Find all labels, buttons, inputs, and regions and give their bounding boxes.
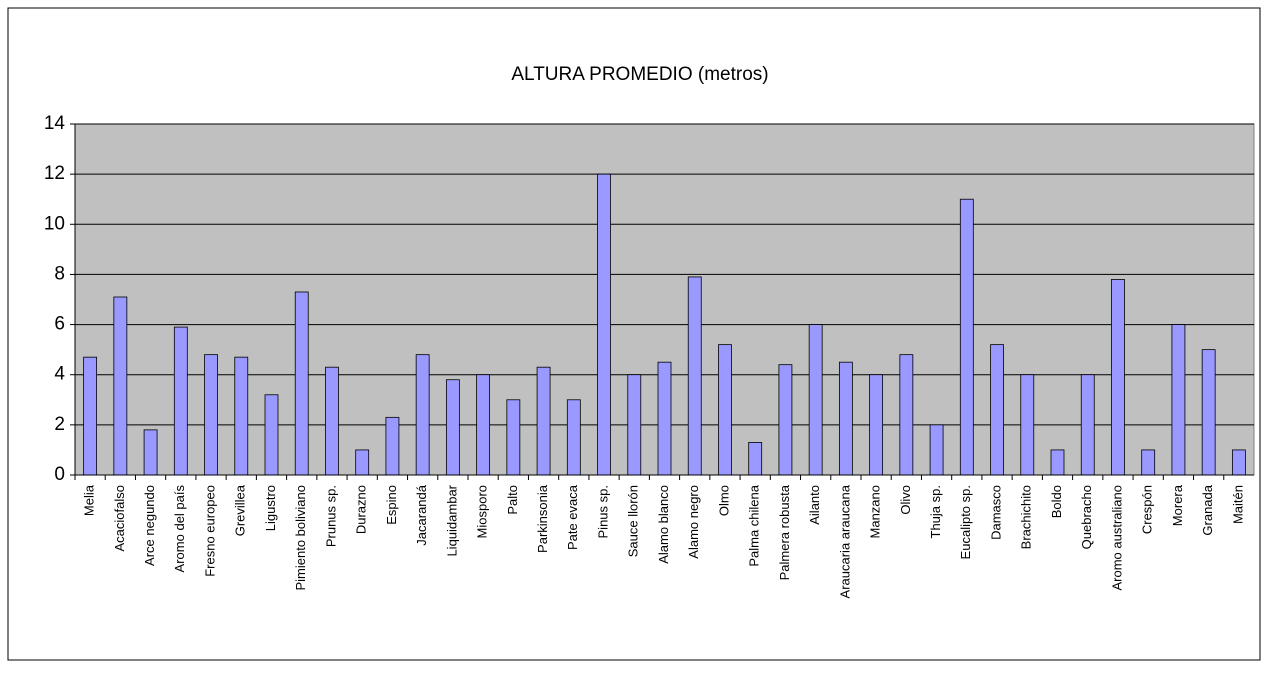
bar <box>597 173 611 476</box>
bar <box>476 374 491 476</box>
x-tick-label: Maitén <box>1230 485 1245 524</box>
x-tick-label: Prunus sp. <box>323 485 338 547</box>
y-tick-label: 10 <box>44 213 65 234</box>
bar <box>264 394 279 476</box>
x-tick-label: Alamo blanco <box>656 485 671 564</box>
bar <box>566 399 581 476</box>
x-tick-label: Jacarandá <box>414 484 429 545</box>
x-tick-label: Pinus sp. <box>595 485 610 538</box>
y-tick-label: 2 <box>54 414 65 435</box>
y-tick-label: 8 <box>54 263 65 284</box>
bar <box>325 366 339 476</box>
bar <box>627 374 642 476</box>
x-tick-label: Pimiento boliviano <box>293 485 308 591</box>
y-tick-label: 4 <box>54 364 65 385</box>
chart-title: ALTURA PROMEDIO (metros) <box>511 64 768 85</box>
x-tick-label: Liquidambar <box>444 484 459 556</box>
bar <box>869 374 884 476</box>
x-tick-label: Thuja sp. <box>928 485 943 538</box>
bar <box>657 361 672 476</box>
x-tick-label: Aromo australiano <box>1109 485 1124 591</box>
bar <box>808 324 823 476</box>
bar <box>204 354 218 476</box>
x-tick-label: Acaciofalso <box>112 485 127 551</box>
x-tick-label: Damasco <box>988 485 1003 540</box>
x-tick-label: Ligustro <box>263 485 278 531</box>
bar <box>1231 449 1246 476</box>
bar <box>929 424 944 476</box>
x-tick-label: Morera <box>1170 484 1185 526</box>
bar <box>506 399 521 476</box>
x-tick-label: Alamo negro <box>686 485 701 559</box>
bar <box>173 326 188 476</box>
bar <box>385 416 400 476</box>
x-tick-label: Melia <box>82 484 97 516</box>
bar <box>1201 349 1216 476</box>
bar <box>1050 449 1065 476</box>
x-tick-label: Granada <box>1200 484 1215 535</box>
bar <box>113 296 128 476</box>
x-tick-label: Olivo <box>898 485 913 515</box>
bar <box>536 366 551 476</box>
bar <box>445 379 460 476</box>
x-tick-label: Pate evaca <box>565 484 580 550</box>
bar <box>1080 374 1095 476</box>
bar <box>748 442 763 476</box>
bar <box>838 361 853 476</box>
y-tick-label: 12 <box>44 163 65 184</box>
x-tick-label: Crespón <box>1140 485 1155 534</box>
bar <box>355 449 370 476</box>
x-tick-label: Eucalipto sp. <box>958 485 973 559</box>
x-tick-label: Olmo <box>716 485 731 516</box>
bar <box>1111 279 1125 476</box>
x-tick-label: Arce negundo <box>142 485 157 566</box>
x-tick-label: Araucaria araucana <box>837 484 852 598</box>
x-tick-label: Ailanto <box>807 485 822 525</box>
x-tick-label: Sauce llorón <box>626 485 641 557</box>
x-tick-label: Fresno europeo <box>202 485 217 577</box>
bar <box>718 344 732 476</box>
bar <box>1020 374 1035 476</box>
bar <box>899 354 914 476</box>
bar <box>415 354 430 476</box>
x-tick-label: Manzano <box>868 485 883 538</box>
y-tick-label: 14 <box>44 113 66 134</box>
x-tick-label: Palma chilena <box>747 484 762 566</box>
bar <box>1141 449 1156 476</box>
x-tick-label: Aromo del país <box>172 485 187 573</box>
bar <box>1171 324 1186 476</box>
x-tick-label: Palto <box>505 485 520 515</box>
x-tick-label: Parkinsonia <box>535 484 550 553</box>
y-tick-label: 0 <box>54 464 65 485</box>
x-tick-label: Boldo <box>1049 485 1064 518</box>
x-tick-label: Brachichito <box>1019 485 1034 549</box>
bar <box>83 356 98 476</box>
bar <box>990 344 1004 476</box>
bar <box>234 356 249 476</box>
x-tick-label: Quebracho <box>1079 485 1094 549</box>
bar <box>778 364 793 476</box>
x-tick-label: Miosporo <box>475 485 490 538</box>
x-tick-label: Palmera robusta <box>777 484 792 580</box>
y-tick-label: 6 <box>54 314 65 335</box>
x-tick-label: Espino <box>384 485 399 525</box>
bar <box>959 198 974 476</box>
x-tick-label: Grevillea <box>233 484 248 536</box>
x-tick-label: Durazno <box>354 485 369 534</box>
bar <box>294 291 309 476</box>
bar <box>143 429 158 476</box>
bar <box>687 276 702 476</box>
